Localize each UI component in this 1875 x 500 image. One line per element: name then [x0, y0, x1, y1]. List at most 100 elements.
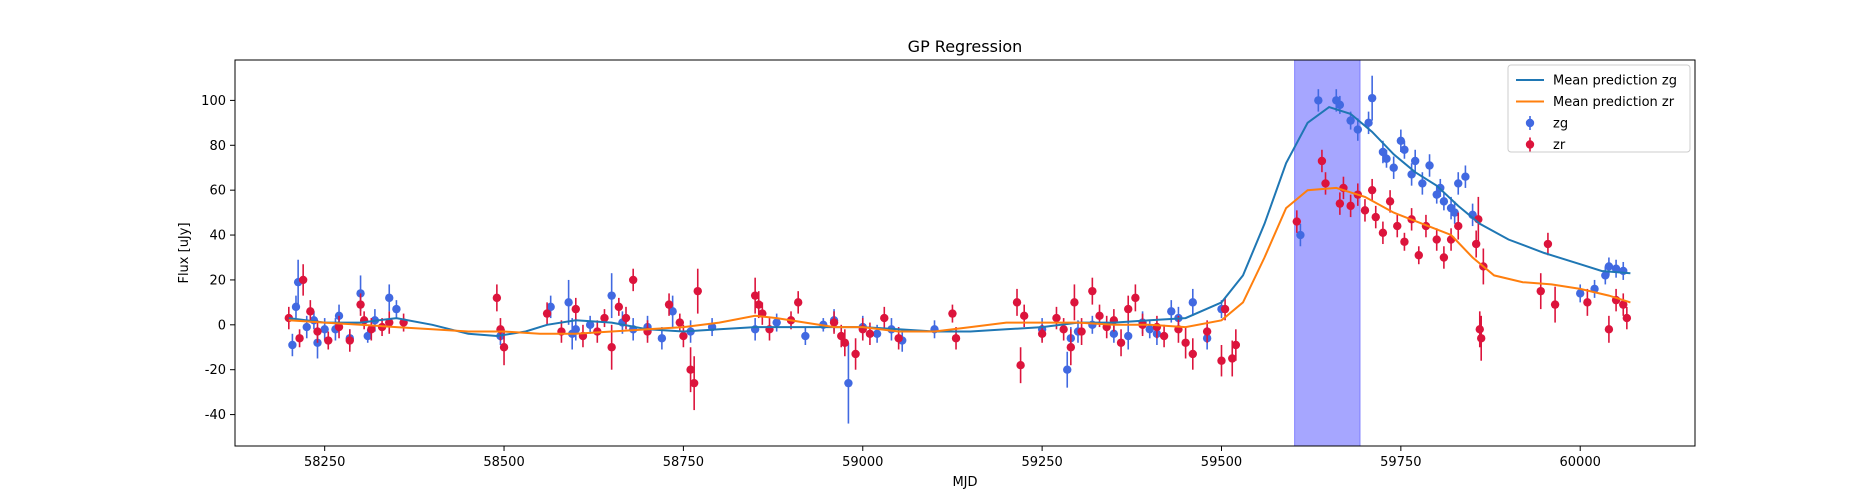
zr-point	[1159, 324, 1169, 348]
zg-point	[385, 284, 394, 312]
zg-marker	[1450, 208, 1459, 217]
chart-title: GP Regression	[908, 37, 1023, 56]
zr-point	[1188, 338, 1197, 370]
zr-marker	[614, 302, 624, 312]
zg-marker	[1601, 271, 1610, 280]
zr-point	[1181, 327, 1190, 359]
zg-marker	[1432, 190, 1441, 199]
zg-marker	[1576, 289, 1585, 298]
zr-point	[1543, 232, 1553, 256]
zr-point	[865, 322, 875, 346]
zg-point	[392, 300, 401, 319]
zr-marker	[1346, 201, 1355, 211]
zr-point	[614, 297, 624, 316]
zg-marker	[1167, 307, 1176, 316]
zg-marker	[320, 325, 329, 334]
zg-marker	[356, 289, 365, 298]
zr-marker	[1188, 349, 1197, 359]
zr-point	[1335, 192, 1345, 215]
zr-point	[1385, 190, 1395, 213]
zr-marker	[324, 336, 333, 345]
zr-marker	[306, 307, 315, 316]
zr-marker	[571, 304, 580, 314]
zr-point	[1317, 149, 1327, 173]
zg-marker	[392, 304, 401, 314]
zr-point	[1454, 212, 1463, 240]
zg-marker	[1396, 136, 1406, 145]
legend-entry-label: zr	[1553, 138, 1566, 153]
zr-marker	[1583, 298, 1592, 307]
zg-marker	[1400, 145, 1409, 154]
zr-marker	[607, 343, 616, 352]
zg-point	[571, 318, 580, 341]
zr-point	[851, 338, 860, 370]
zr-marker	[1432, 235, 1441, 244]
zr-point	[600, 309, 609, 328]
zr-point	[1619, 293, 1628, 316]
zr-marker	[1019, 311, 1029, 321]
zg-point	[1145, 320, 1154, 339]
zg-point	[1611, 259, 1621, 278]
zg-marker	[585, 320, 595, 330]
zg-point	[1314, 89, 1323, 112]
x-tick-label: 59500	[1201, 455, 1242, 470]
zg-marker	[1439, 197, 1449, 206]
zr-marker	[1181, 338, 1190, 347]
zr-point	[1231, 329, 1241, 361]
zr-marker	[345, 336, 354, 345]
zr-marker	[837, 331, 846, 341]
y-tick-label: 100	[201, 94, 226, 109]
zr-point	[1367, 178, 1377, 202]
zg-marker	[1353, 125, 1363, 134]
zr-marker	[1217, 356, 1226, 365]
y-tick-label: 40	[209, 229, 226, 244]
zg-marker	[1314, 96, 1323, 105]
mean-prediction-line-2	[288, 186, 1631, 335]
zr-point	[1012, 288, 1022, 316]
zr-marker	[1088, 286, 1097, 296]
zr-marker	[1475, 325, 1484, 334]
zg-marker	[302, 322, 311, 332]
zr-point	[345, 329, 354, 352]
y-tick-label: 80	[209, 139, 226, 154]
zg-marker	[363, 331, 372, 341]
y-tick-label: -20	[205, 363, 226, 378]
x-axis-label: MJD	[952, 475, 977, 490]
zr-marker	[1414, 251, 1423, 260]
y-tick-label: -40	[205, 408, 226, 423]
zr-marker	[1619, 300, 1628, 309]
zr-point	[628, 268, 638, 292]
zg-marker	[385, 293, 394, 303]
zr-marker	[1059, 325, 1068, 334]
plot-frame	[234, 59, 1696, 447]
legend-entry-label: Mean prediction zr	[1553, 95, 1675, 110]
zr-point	[324, 331, 333, 350]
y-axis-label: Flux [uJy]	[177, 222, 192, 283]
zr-marker	[689, 378, 699, 388]
zr-point	[693, 268, 702, 314]
zr-point	[1202, 320, 1212, 343]
zr-marker	[499, 343, 509, 352]
zg-marker	[1425, 161, 1434, 170]
zg-point	[564, 279, 573, 325]
zr-point	[1070, 284, 1079, 321]
zr-point	[1116, 329, 1126, 357]
zg-point	[607, 273, 616, 319]
legend-marker-swatch	[1525, 118, 1535, 128]
zr-point	[1292, 210, 1302, 233]
zr-point	[356, 293, 365, 316]
zr-marker	[1446, 235, 1456, 244]
zr-marker	[1360, 206, 1370, 215]
zr-marker	[1378, 228, 1388, 238]
zg-point	[1407, 163, 1416, 186]
zg-marker	[288, 340, 297, 350]
x-tick-label: 58500	[483, 455, 524, 470]
zr-point	[689, 356, 699, 411]
zr-point	[679, 324, 688, 348]
zg-point	[1124, 322, 1133, 350]
zr-marker	[628, 275, 638, 285]
zg-marker	[1611, 264, 1621, 273]
legend-box	[1507, 64, 1691, 153]
zg-point	[585, 315, 595, 334]
y-tick-label: 20	[209, 273, 226, 288]
